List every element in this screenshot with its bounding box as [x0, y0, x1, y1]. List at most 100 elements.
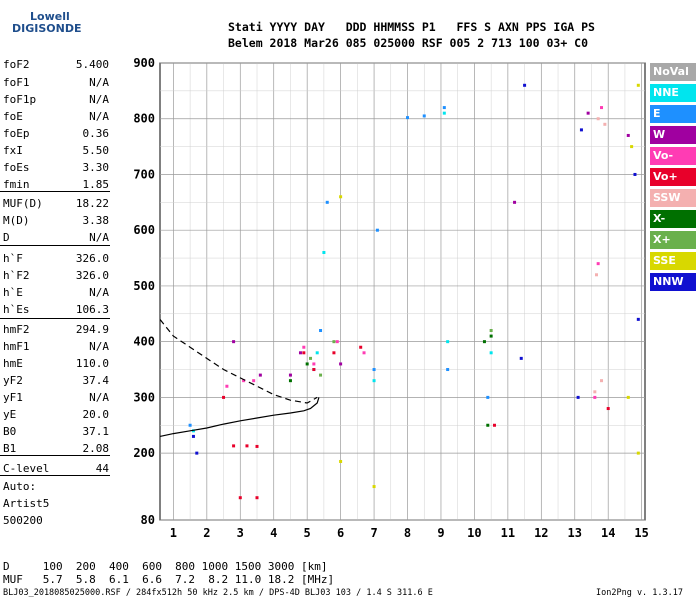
data-point-vo- — [593, 395, 597, 399]
data-point-x- — [482, 340, 486, 344]
data-point-nne — [372, 379, 376, 383]
y-tick-label: 400 — [133, 335, 155, 349]
param-row-foep: foEp 0.36 — [3, 125, 109, 142]
x-tick-label: 15 — [634, 526, 648, 540]
data-point-w — [288, 373, 292, 377]
param-key: foF2 — [3, 58, 30, 71]
y-tick-label: 500 — [133, 279, 155, 293]
param-key: h`F — [3, 252, 23, 265]
param-value: 5.50 — [82, 144, 110, 157]
param-value: N/A — [89, 391, 109, 404]
logo-digisonde: DIGISONDE — [12, 22, 82, 35]
x-tick-label: 11 — [501, 526, 515, 540]
data-point-nne — [322, 250, 326, 254]
param-value: 37.4 — [82, 374, 110, 387]
param-key: MUF(D) — [3, 197, 43, 210]
param-key: h`E — [3, 286, 23, 299]
profile-dashed-line — [159, 319, 318, 404]
data-point-sse — [630, 145, 634, 149]
data-point-ssw — [603, 122, 607, 126]
param-row-m-d-: M(D) 3.38 — [3, 212, 109, 229]
data-point-nnw — [579, 128, 583, 132]
data-point-vo- — [225, 384, 229, 388]
param-key: D — [3, 231, 10, 244]
param-key: foF1p — [3, 93, 37, 106]
data-point-sse — [339, 195, 343, 199]
data-point-nnw — [576, 395, 580, 399]
data-point-e — [325, 200, 329, 204]
footer-version: Ion2Png v. 1.3.17 — [596, 588, 683, 598]
data-point-vo- — [238, 496, 242, 500]
y-tick-label: 700 — [133, 167, 155, 181]
data-point-vo- — [492, 423, 496, 427]
x-tick-label: 6 — [337, 526, 344, 540]
data-point-x- — [319, 373, 323, 377]
data-point-vo- — [302, 345, 306, 349]
data-point-vo- — [252, 379, 256, 383]
auto-label: Auto: — [3, 480, 37, 493]
data-point-nnw — [191, 434, 195, 438]
chart-grid — [160, 62, 645, 521]
param-row-hmf2: hmF2 294.9 — [3, 321, 109, 338]
param-key: B0 — [3, 425, 17, 438]
footer-file-info: BLJ03_2018085025000.RSF / 284fx512h 50 k… — [3, 588, 433, 598]
data-point-vo- — [359, 345, 363, 349]
x-tick-label: 12 — [534, 526, 548, 540]
data-point-x- — [305, 362, 309, 366]
param-separator — [0, 318, 110, 319]
data-point-x- — [309, 356, 313, 360]
auto-artist: Artist5 — [3, 497, 50, 510]
param-separator — [0, 475, 110, 476]
param-key: hmF2 — [3, 323, 30, 336]
data-point-w — [513, 200, 517, 204]
param-value: N/A — [89, 231, 109, 244]
x-tick-label: 2 — [203, 526, 210, 540]
logo-company: Lowell — [30, 10, 70, 23]
param-value: N/A — [89, 93, 109, 106]
data-point-w — [626, 133, 630, 137]
legend-item-e: E — [650, 105, 696, 123]
data-point-w — [298, 351, 302, 355]
legend-item-w: W — [650, 126, 696, 144]
param-row-hmf1: hmF1 N/A — [3, 338, 109, 355]
y-tick-label: 600 — [133, 223, 155, 237]
muf-value-row: MUF 5.7 5.8 6.1 6.6 7.2 8.2 11.0 18.2 [M… — [3, 573, 335, 586]
data-point-nne — [489, 351, 493, 355]
data-point-e — [406, 116, 410, 120]
param-value: N/A — [89, 340, 109, 353]
legend-item-vo-: Vo- — [650, 147, 696, 165]
data-point-w — [232, 340, 236, 344]
param-row-h-es: h`Es 106.3 — [3, 301, 109, 318]
data-point-ssw — [595, 273, 598, 277]
data-point-sse — [339, 459, 343, 463]
data-point-ssw — [596, 117, 600, 121]
param-row-fof1: foF1 N/A — [3, 74, 109, 91]
x-tick-label: 8 — [404, 526, 411, 540]
data-point-e — [486, 395, 490, 399]
param-row-h-f2: h`F2 326.0 — [3, 267, 109, 284]
param-separator — [0, 245, 110, 246]
data-point-nnw — [519, 356, 523, 360]
data-point-x- — [489, 329, 493, 333]
param-row-h-e: h`E N/A — [3, 284, 109, 301]
data-point-vo- — [312, 362, 316, 366]
param-row-b0: B0 37.1 — [3, 423, 109, 440]
x-tick-label: 4 — [270, 526, 277, 540]
param-value: 18.22 — [75, 197, 109, 210]
legend-item-nne: NNE — [650, 84, 696, 102]
data-point-sse — [636, 451, 640, 455]
data-point-vo- — [255, 496, 259, 500]
param-key: C-level — [3, 462, 50, 475]
y-tick-label: 800 — [133, 112, 155, 126]
param-row-muf-d-: MUF(D) 18.22 — [3, 195, 109, 212]
param-row-yf2: yF2 37.4 — [3, 372, 109, 389]
data-point-nne — [446, 340, 450, 344]
data-point-nnw — [636, 317, 640, 321]
param-key: h`Es — [3, 303, 30, 316]
param-row-foe: foE N/A — [3, 108, 109, 125]
data-point-x- — [486, 423, 490, 427]
x-tick-label: 9 — [437, 526, 444, 540]
legend-item-x-: X- — [650, 210, 696, 228]
param-row-hme: hmE 110.0 — [3, 355, 109, 372]
